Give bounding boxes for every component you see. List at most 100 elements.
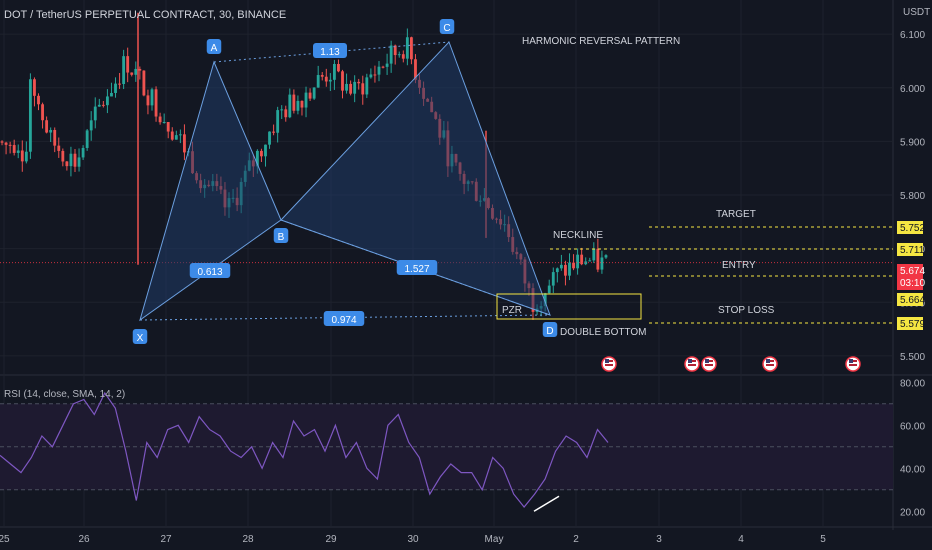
candle-body [73, 153, 77, 167]
candle-body [69, 153, 73, 167]
candle-body [264, 144, 267, 157]
flag-canton [688, 359, 692, 363]
candle-countdown: 03:10 [900, 278, 925, 289]
candle-body [284, 109, 288, 118]
rsi-tick-label: 80.00 [900, 378, 925, 389]
candle-body [24, 151, 28, 162]
candle-body [178, 134, 182, 136]
candle-body [332, 63, 336, 80]
ac-ratio-line [213, 41, 450, 63]
time-tick-label: 30 [407, 534, 419, 545]
candle-body [365, 77, 369, 95]
candle-body [146, 95, 150, 106]
candle-body [105, 96, 109, 106]
us-flag-icon [762, 356, 778, 372]
candle-body [16, 150, 20, 153]
candle-body [316, 75, 320, 88]
entry-label: ENTRY [722, 260, 756, 271]
chart-title: DOT / TetherUS PERPETUAL CONTRACT, 30, B… [4, 9, 286, 21]
candle-body [341, 71, 344, 91]
candle-body [353, 81, 357, 94]
pattern-title: HARMONIC REVERSAL PATTERN [522, 36, 680, 47]
candle-body [8, 144, 12, 146]
candle-body [20, 150, 24, 162]
candle-body [588, 260, 592, 262]
pattern-point-b: B [278, 232, 285, 243]
rsi-tick-label: 60.00 [900, 421, 925, 432]
double-bottom-label: DOUBLE BOTTOM [560, 327, 647, 338]
pattern-ratio-label-box [323, 311, 365, 326]
time-tick-label: 28 [242, 534, 254, 545]
candle-body [547, 285, 551, 294]
flag-canton [849, 359, 853, 363]
candle-body [101, 104, 105, 106]
candle-body [118, 83, 121, 85]
candle-body [377, 66, 381, 75]
svg-text:5.664: 5.664 [900, 295, 925, 306]
flag-canton [605, 359, 609, 363]
pattern-point-c: C [443, 23, 450, 34]
candle-body [555, 268, 559, 273]
flag-stripe [688, 364, 696, 366]
flag-stripe [605, 364, 613, 366]
time-tick-label: 26 [78, 534, 90, 545]
candle-body [158, 116, 162, 123]
candle-body [397, 54, 401, 56]
candle-body [409, 37, 413, 60]
rsi-divergence-line [533, 495, 560, 512]
price-tag-neckline: 5.711 [897, 243, 925, 256]
candle-body [57, 145, 61, 151]
candle-body [65, 161, 69, 167]
candle-body [33, 79, 36, 96]
price-tick-label: 6.100 [900, 30, 925, 41]
candle-body [0, 141, 4, 143]
candle-body [12, 145, 16, 153]
candle-body [296, 100, 300, 111]
candle-body [369, 74, 373, 78]
target-label: TARGET [716, 209, 756, 220]
candle-body [276, 110, 280, 133]
candle-body [604, 255, 608, 258]
pattern-ratio-label-box [396, 260, 438, 275]
candle-body [357, 81, 361, 84]
candle-body [4, 142, 8, 145]
candle-body [300, 100, 304, 108]
price-tick-label: 6.000 [900, 84, 925, 95]
candle-body [110, 92, 113, 97]
candle-body [170, 131, 174, 140]
candle-body [260, 150, 263, 157]
candle-body [324, 76, 328, 82]
candle-body [255, 150, 259, 167]
price-tick-label: 5.900 [900, 137, 925, 148]
time-tick-label: 3 [656, 534, 662, 545]
candle-body [166, 122, 170, 132]
candle-body [389, 45, 393, 64]
candle-body [41, 104, 44, 121]
candle-body [337, 63, 340, 72]
pattern-ratio-label: 1.13 [320, 47, 340, 58]
candle-body [592, 248, 596, 261]
candle-body [405, 37, 409, 59]
candle-body [45, 120, 49, 133]
candle-body [559, 264, 563, 269]
candle-body [126, 56, 130, 73]
harmonic-pattern: X A B C D 0.613 1.13 1.527 0.974 [132, 19, 558, 344]
candle-body [308, 92, 312, 99]
candle-body [381, 66, 385, 68]
candle-body [320, 75, 324, 77]
candle-body [580, 254, 584, 265]
svg-text:5.711: 5.711 [900, 245, 925, 256]
time-tick-label: 25 [0, 534, 10, 545]
pattern-point-a: A [211, 43, 218, 54]
time-tick-label: 29 [325, 534, 337, 545]
candle-body [543, 293, 547, 307]
time-tick-label: 4 [738, 534, 744, 545]
candle-body [81, 147, 85, 158]
candle-body [138, 68, 142, 71]
candle-body [292, 94, 296, 111]
candle-body [85, 130, 89, 148]
pattern-ratio-label-box [189, 263, 231, 278]
candle-body [268, 131, 271, 145]
rsi-tick-label: 40.00 [900, 464, 925, 475]
